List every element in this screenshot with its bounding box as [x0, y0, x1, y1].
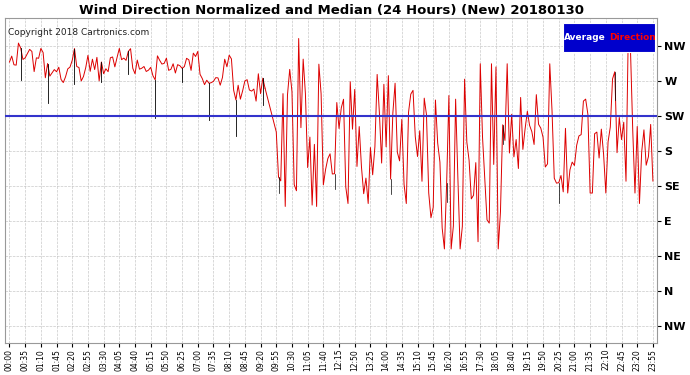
Text: Copyright 2018 Cartronics.com: Copyright 2018 Cartronics.com [8, 28, 150, 37]
Text: Direction: Direction [609, 33, 656, 42]
Title: Wind Direction Normalized and Median (24 Hours) (New) 20180130: Wind Direction Normalized and Median (24… [79, 4, 584, 17]
FancyBboxPatch shape [563, 23, 656, 52]
Text: Average: Average [564, 33, 606, 42]
